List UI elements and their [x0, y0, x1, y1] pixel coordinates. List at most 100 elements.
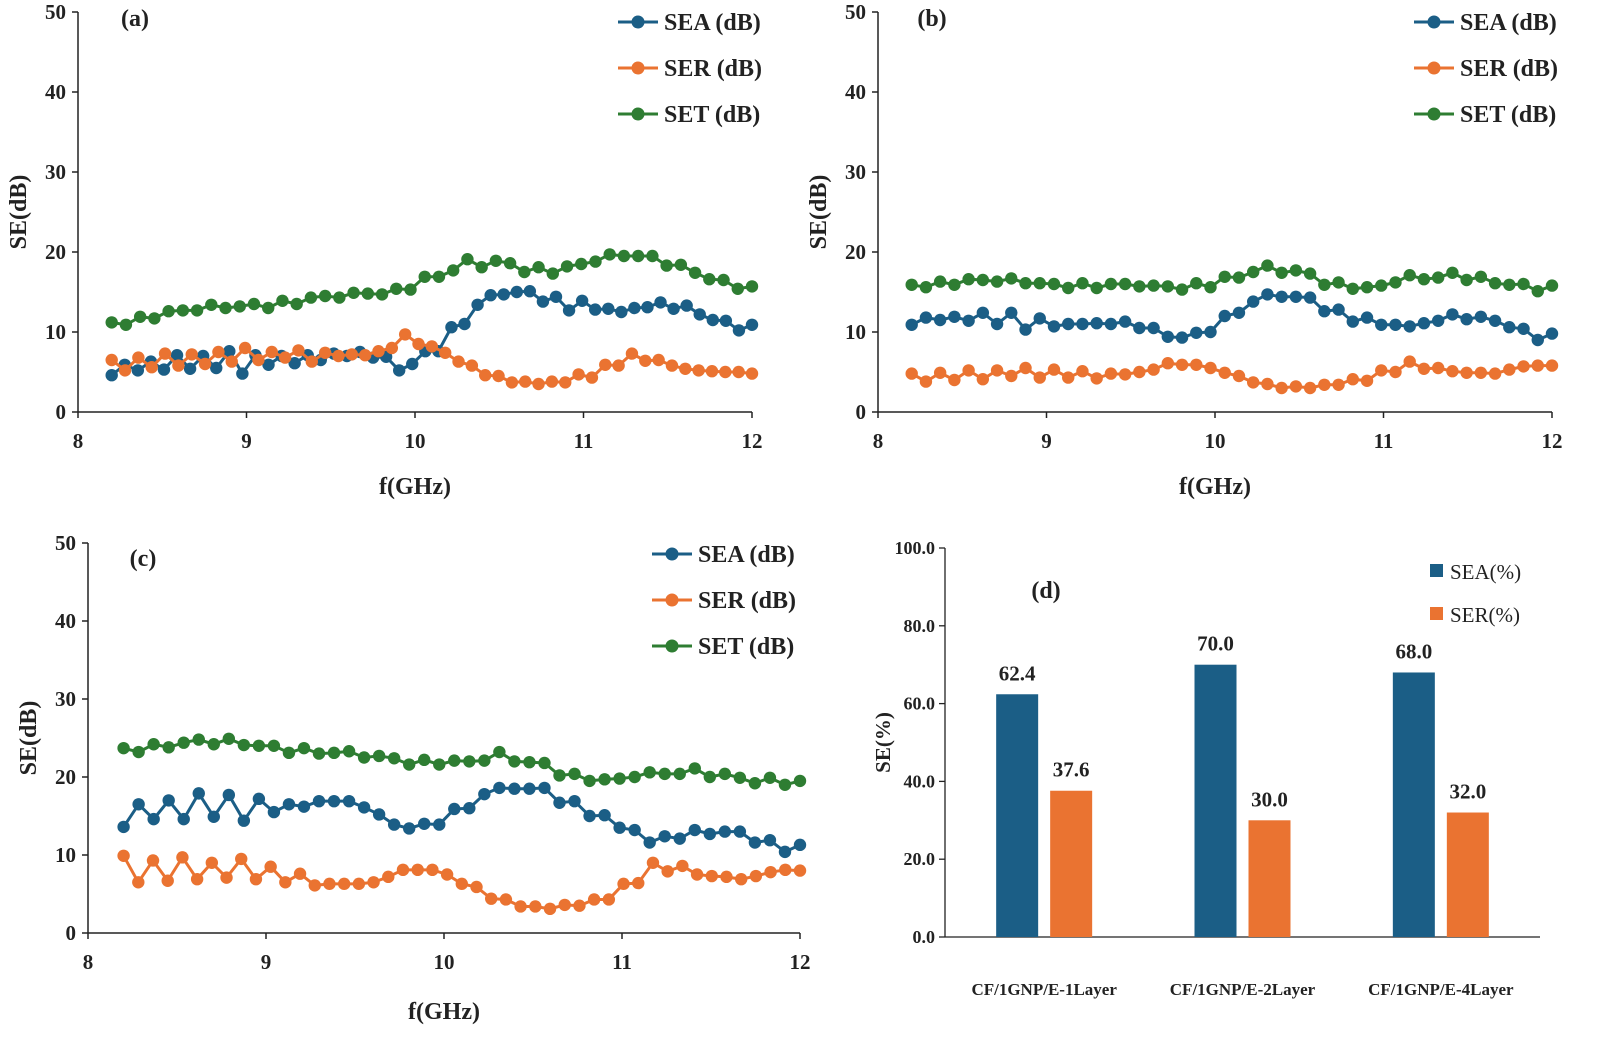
set-point	[933, 275, 947, 288]
y-tick-label: 10	[45, 320, 66, 344]
set-point	[233, 300, 246, 313]
y-axis-title: SE(%)	[871, 712, 895, 773]
x-tick-label: 8	[73, 429, 84, 453]
set-point	[222, 732, 236, 745]
sea-point	[1474, 310, 1488, 323]
y-tick-label: 0	[66, 921, 77, 945]
sea-point	[1389, 318, 1402, 331]
set-point	[1104, 277, 1118, 291]
sea-point	[1204, 325, 1217, 339]
set-point	[1133, 280, 1146, 293]
sea-point	[493, 781, 506, 795]
ser-point	[1005, 369, 1018, 383]
set-point	[448, 754, 461, 767]
legend-marker	[1427, 15, 1441, 29]
y-tick-label: 100.0	[895, 538, 936, 558]
set-point	[617, 249, 631, 263]
set-point	[357, 751, 371, 764]
ser-point	[279, 876, 292, 889]
set-point	[603, 248, 616, 261]
set-point	[1062, 281, 1075, 295]
x-tick-label: 10	[434, 950, 455, 974]
sea-bar	[996, 694, 1039, 937]
panel-label: (b)	[917, 6, 946, 32]
set-point	[748, 777, 762, 790]
panel-label: (c)	[130, 546, 157, 572]
y-tick-label: 40	[845, 80, 866, 104]
ser-point	[492, 369, 505, 383]
set-point	[646, 249, 659, 263]
ser-point	[690, 868, 704, 881]
sea-point	[706, 313, 719, 327]
legend-label: SEA (dB)	[1460, 10, 1557, 36]
ser-point	[278, 351, 292, 364]
set-point	[905, 278, 918, 291]
sea-point	[1517, 322, 1530, 335]
y-tick-label: 80.0	[904, 616, 936, 636]
category-label: CF/1GNP/E-4Layer	[1368, 980, 1514, 999]
sea-point	[654, 296, 667, 309]
ser-point	[1531, 359, 1544, 372]
set-point	[523, 755, 536, 769]
sea-point	[312, 794, 326, 808]
legend-label: SET (dB)	[1460, 102, 1556, 128]
ser-point	[117, 849, 130, 862]
sea-point	[1261, 288, 1274, 301]
sea-point	[919, 311, 933, 324]
set-point	[1431, 271, 1445, 284]
ser-point	[385, 341, 399, 355]
set-line	[123, 737, 801, 787]
set-point	[162, 305, 175, 318]
set-point	[372, 749, 386, 763]
ser-point	[602, 893, 616, 906]
sea-bar-value: 70.0	[1197, 632, 1234, 656]
ser-point	[720, 870, 733, 884]
set-point	[375, 288, 389, 301]
legend-swatch	[1430, 564, 1443, 577]
set-point	[1161, 280, 1175, 293]
set-point	[205, 298, 218, 311]
sea-point	[192, 787, 205, 800]
set-point	[962, 273, 975, 286]
legend-marker	[665, 547, 679, 561]
set-point	[1076, 277, 1089, 290]
y-tick-label: 10	[55, 843, 76, 867]
set-point	[1503, 278, 1516, 291]
ser-point	[1431, 361, 1445, 375]
set-point	[1289, 264, 1303, 277]
ser-point	[1261, 377, 1274, 391]
ser-point	[587, 893, 601, 906]
ser-point	[252, 353, 265, 367]
set-point	[583, 774, 596, 788]
sea-point	[588, 303, 602, 316]
y-axis-title: SE(dB)	[6, 175, 32, 250]
sea-point	[1133, 321, 1146, 335]
set-point	[778, 778, 792, 791]
y-tick-label: 10	[845, 320, 866, 344]
set-point	[105, 316, 118, 329]
set-point	[1488, 277, 1502, 290]
legend-marker	[665, 593, 679, 607]
sea-point	[933, 313, 947, 327]
set-point	[763, 771, 777, 784]
set-point	[1019, 277, 1032, 290]
set-point	[1033, 277, 1046, 290]
panel-a: 0 10 20 30 40 50 8 9 10 11 12 f(GHz) SE(dB) (a) SEA (d…	[6, 0, 763, 500]
set-point	[361, 287, 375, 300]
sea-point	[402, 822, 416, 835]
set-point	[1218, 270, 1231, 283]
ser-point	[398, 328, 412, 341]
sea-point	[1289, 290, 1303, 303]
set-point	[598, 773, 611, 786]
ser-point	[132, 351, 145, 364]
set-point	[333, 291, 346, 304]
set-point	[290, 297, 303, 311]
sea-point	[463, 802, 476, 815]
ser-point	[249, 872, 263, 886]
legend-label: SEA(%)	[1450, 560, 1521, 584]
ser-point	[1417, 362, 1431, 375]
ser-point	[948, 373, 961, 387]
ser-point	[1389, 365, 1402, 379]
ser-point	[1303, 381, 1317, 395]
ser-point	[1090, 372, 1103, 385]
